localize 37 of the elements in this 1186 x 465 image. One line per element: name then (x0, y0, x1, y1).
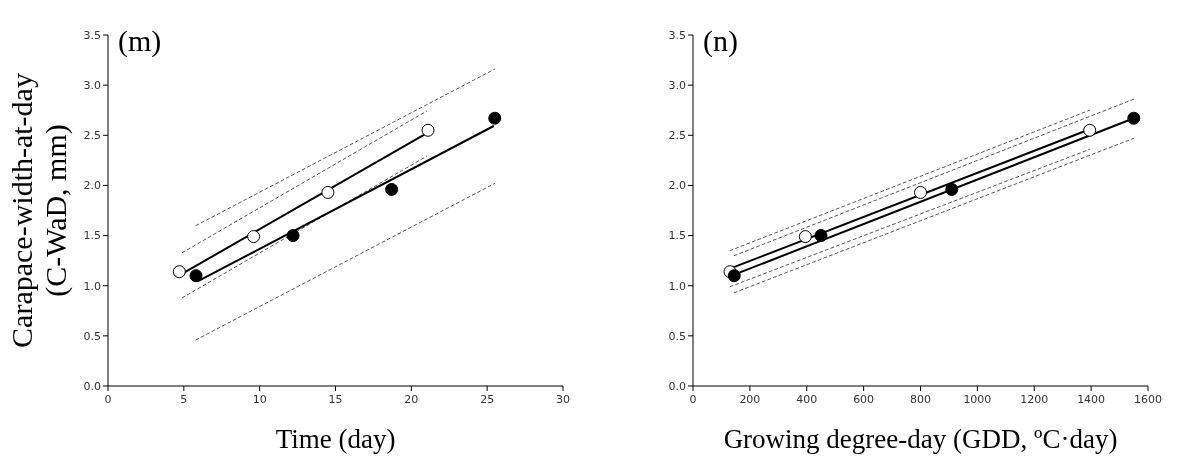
x-tick-label: 30 (556, 393, 570, 406)
y-axis-title: Carapace-width-at-day (C-WaD, mm) (5, 73, 73, 348)
y-tick-label: 0.5 (83, 329, 101, 343)
y-tick-label: 0.5 (668, 329, 686, 343)
y-tick-label: 1.5 (668, 229, 686, 243)
y-tick-label: 2.0 (668, 179, 686, 193)
x-axis-title: Growing degree-day (GDD, ºC·day) (723, 424, 1118, 454)
x-tick-label: 1400 (1077, 393, 1106, 406)
x-tick-label: 600 (853, 393, 875, 406)
y-tick-label: 1.5 (83, 229, 101, 243)
x-tick-label: 1000 (963, 393, 992, 406)
chart-title: (n) (703, 24, 738, 58)
x-tick-label: 1600 (1134, 393, 1162, 406)
y-tick-label: 1.0 (83, 279, 101, 293)
chart-title: (m) (118, 24, 162, 58)
x-tick-label: 20 (404, 393, 419, 406)
y-tick-label: 1.0 (668, 279, 686, 293)
x-tick-label: 10 (252, 393, 267, 406)
x-tick-label: 200 (739, 393, 761, 406)
x-tick-label: 1200 (1020, 393, 1049, 406)
x-tick-label: 15 (328, 393, 343, 406)
x-tick-label: 0 (104, 393, 112, 406)
x-tick-label: 0 (689, 393, 697, 406)
x-axis-title: Time (day) (275, 424, 396, 454)
y-tick-label: 3.0 (668, 78, 686, 92)
x-tick-label: 400 (796, 393, 818, 406)
x-tick-label: 5 (180, 393, 188, 406)
x-tick-label: 800 (910, 393, 931, 406)
y-tick-label: 3.5 (668, 28, 686, 42)
y-tick-label: 2.5 (668, 129, 686, 143)
x-tick-label: 25 (480, 393, 495, 406)
y-tick-label: 3.5 (83, 28, 101, 42)
y-tick-label: 2.0 (83, 179, 101, 193)
y-tick-label: 0.0 (83, 379, 101, 393)
y-tick-label: 0.0 (668, 379, 686, 393)
y-tick-label: 3.0 (83, 78, 101, 92)
y-tick-label: 2.5 (83, 129, 101, 143)
